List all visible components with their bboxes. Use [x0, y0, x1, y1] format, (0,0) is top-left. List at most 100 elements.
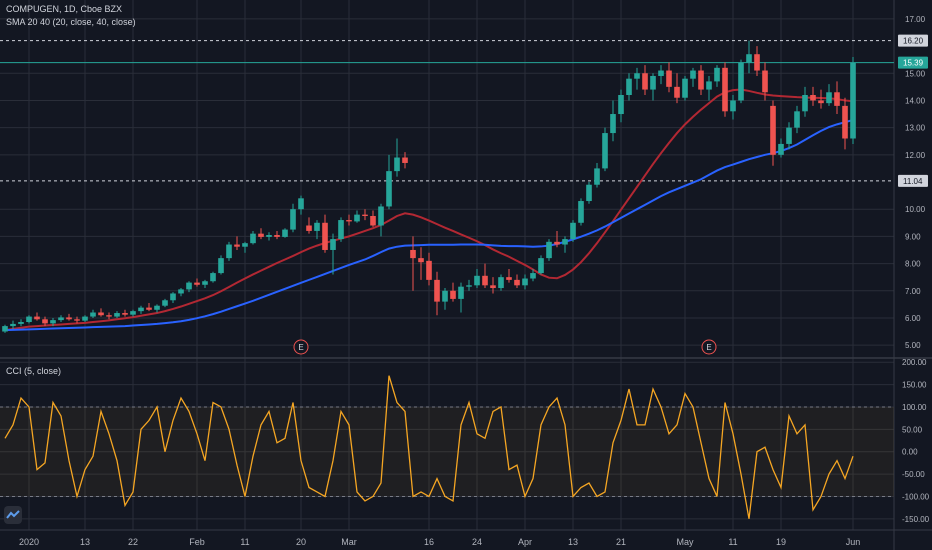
candle — [314, 220, 320, 240]
candle — [34, 312, 40, 321]
candle-body — [650, 75, 656, 90]
candle-body — [434, 279, 440, 302]
candle-body — [698, 70, 704, 90]
candle — [354, 210, 360, 223]
candle-body — [386, 171, 392, 207]
tradingview-logo-icon[interactable] — [4, 506, 22, 524]
cci-line — [4, 375, 854, 519]
candle-body — [738, 62, 744, 101]
candle-body — [298, 198, 304, 210]
candle-body — [58, 317, 64, 321]
candle — [458, 282, 464, 313]
candle — [482, 263, 488, 289]
candle-body — [418, 258, 424, 263]
candle — [186, 281, 192, 293]
candle — [682, 75, 688, 101]
candle — [570, 220, 576, 242]
time-axis-label: Jun — [846, 537, 861, 547]
candle-body — [122, 313, 128, 315]
sma-legend[interactable]: SMA 20 40 (20, close, 40, close) — [6, 17, 136, 27]
candle-body — [18, 322, 24, 324]
candle — [418, 247, 424, 280]
price-axis-label: 7.00 — [905, 287, 921, 296]
time-axis-label: 22 — [128, 537, 138, 547]
price-axis-label: 17.00 — [905, 15, 926, 24]
candle — [810, 86, 816, 106]
time-axis-label: 13 — [568, 537, 578, 547]
candle-body — [538, 258, 544, 274]
time-axis-label: Feb — [189, 537, 205, 547]
candle-body — [546, 241, 552, 259]
candle — [834, 81, 840, 115]
candle — [650, 73, 656, 101]
candle — [410, 236, 416, 291]
candle-body — [746, 54, 752, 63]
time-axis-label: May — [676, 537, 694, 547]
candle-body — [618, 95, 624, 115]
candle — [426, 252, 432, 286]
candle — [266, 232, 272, 241]
candle-body — [194, 282, 200, 285]
candle — [562, 236, 568, 253]
candle-body — [50, 320, 56, 324]
candle — [442, 288, 448, 310]
time-axis-label: 21 — [616, 537, 626, 547]
candle-body — [802, 95, 808, 112]
candle — [178, 288, 184, 297]
symbol-legend[interactable]: COMPUGEN, 1D, Cboe BZX — [6, 4, 123, 14]
candle — [386, 154, 392, 210]
candle-body — [354, 214, 360, 222]
time-axis-label: 2020 — [19, 537, 39, 547]
candle — [282, 228, 288, 238]
time-axis-label: 16 — [424, 537, 434, 547]
candle-body — [74, 319, 80, 321]
candle — [306, 217, 312, 234]
candle — [690, 67, 696, 87]
candle-body — [658, 70, 664, 76]
candle — [242, 241, 248, 253]
candle — [114, 311, 120, 318]
candle-body — [42, 319, 48, 324]
candle — [10, 320, 16, 329]
candle-body — [794, 111, 800, 128]
price-level-tag — [898, 56, 928, 69]
candle-body — [490, 285, 496, 289]
candle — [786, 122, 792, 150]
candle-body — [458, 286, 464, 299]
candle-body — [554, 241, 560, 245]
candle — [514, 274, 520, 289]
candle-body — [714, 67, 720, 82]
cci-axis-label: 150.00 — [902, 381, 927, 390]
candle — [850, 56, 856, 144]
candle-body — [130, 311, 136, 315]
candle — [330, 233, 336, 275]
candle — [506, 269, 512, 283]
candle — [82, 315, 88, 323]
cci-legend[interactable]: CCI (5, close) — [6, 366, 62, 376]
cci-axis-label: 50.00 — [902, 425, 923, 434]
candle-body — [410, 249, 416, 259]
earnings-marker — [701, 339, 717, 355]
cci-axis-label: -150.00 — [902, 515, 930, 524]
price-level-tag-label: 11.04 — [903, 177, 923, 186]
candle-body — [346, 220, 352, 222]
time-axis-label: 11 — [728, 537, 737, 547]
candle-body — [10, 323, 16, 327]
candle-body — [306, 225, 312, 231]
candle — [146, 302, 152, 312]
candle — [2, 324, 8, 333]
candle-body — [810, 95, 816, 101]
candle — [202, 279, 208, 289]
candle-body — [274, 235, 280, 237]
candle-body — [2, 326, 8, 332]
candle — [658, 65, 664, 85]
candle-body — [666, 70, 672, 87]
price-axis-label: 13.00 — [905, 124, 926, 133]
candle-body — [362, 214, 368, 216]
candle — [722, 62, 728, 117]
candle — [826, 84, 832, 106]
candle — [746, 40, 752, 74]
price-axis-label: 12.00 — [905, 151, 926, 160]
candle — [602, 127, 608, 172]
